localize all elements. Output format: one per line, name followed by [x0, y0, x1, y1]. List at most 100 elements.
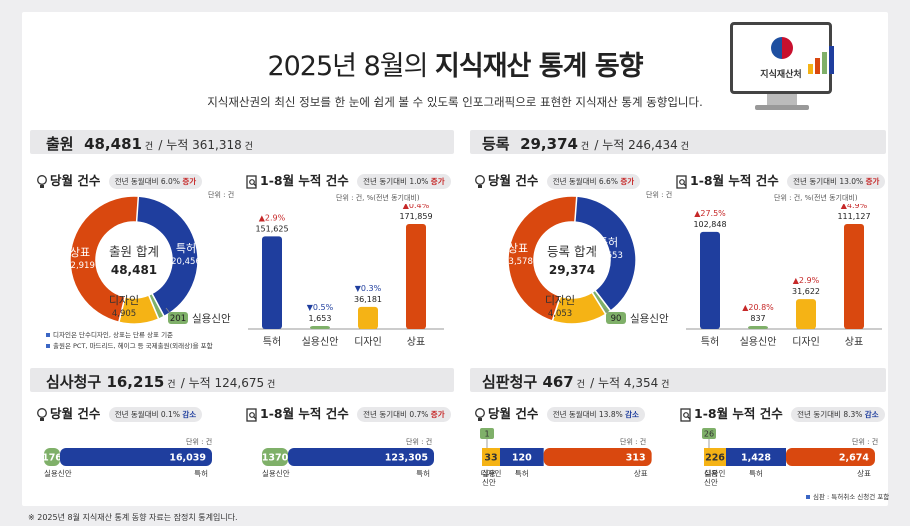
application-note-1: 디자인은 단수디자인, 상표는 단류 상표 기준: [46, 329, 173, 339]
segment-category-실용신안: 실용: [704, 468, 718, 478]
segment-category-실용신안: 실용신안: [262, 468, 290, 478]
trial-header-bar: [470, 368, 886, 392]
registration-monthly-change: 전년 동월대비 6.6% 증가: [546, 174, 641, 189]
utility-label: 실용신안: [630, 313, 669, 325]
bar-value-디자인: 31,622: [792, 287, 820, 296]
unit-note-pct: 단위 : 건, %(전년 동기대비): [774, 194, 858, 202]
bar-category-특허: 특허: [701, 336, 719, 348]
segment-value-실용신안: 176: [42, 453, 62, 464]
examination-cum-title: 1-8월 누적 건수 전년 동기대비 0.7% 증가: [246, 403, 451, 422]
bar-상표: [406, 224, 426, 329]
application-donut-chart: 출원 합계 48,481 특허 20,456 상표 22,919 디자인 4,905 201 실용…: [65, 195, 231, 325]
segment-category-실용신안: 실용신안: [44, 468, 72, 478]
utility-value-badge: [168, 312, 188, 324]
donut-category-상표: 상표: [508, 242, 528, 255]
trial-monthly-bar: 1 실용신안 33 디자인 120 특허 313 상표: [480, 428, 652, 487]
application-monthly-title: 당월 건수 전년 동월대비 6.0% 증가: [36, 170, 203, 189]
examination-header: 심사청구 16,215 건 / 누적 124,675 건: [46, 373, 276, 391]
application-header: 출원 48,481 건 / 누적 361,318 건: [46, 135, 253, 153]
search-document-icon: [246, 174, 258, 189]
segment-value-특허: 1,428: [741, 453, 771, 464]
trial-monthly-change: 전년 동월대비 13.8% 감소: [546, 407, 645, 422]
segment-value-특허: 16,039: [169, 453, 206, 464]
segment-category-실용신안: 실용: [482, 468, 496, 478]
application-cum-title: 1-8월 누적 건수 전년 동기대비 1.0% 증가: [246, 170, 451, 189]
registration-cum-change: 전년 동기대비 13.0% 증가: [787, 174, 886, 189]
application-note-2: 출원은 PCT, 마드리드, 헤이그 등 국제출원(외래상)을 포함: [46, 340, 213, 350]
bar-category-실용신안: 실용신안: [740, 336, 777, 348]
bar-change-디자인: ▲2.9%: [793, 276, 820, 285]
bar-value-실용신안: 1,653: [309, 314, 332, 323]
registration-header-bar: [470, 130, 886, 154]
bar-특허: [700, 231, 720, 329]
unit-note: 단위 : 건: [186, 438, 213, 446]
bar-value-특허: 102,848: [693, 220, 726, 229]
segment-value-특허: 123,305: [385, 453, 428, 464]
bar-실용신안: [748, 326, 768, 329]
page-title: 2025년 8월의 지식재산 통계 동향: [267, 51, 643, 82]
bar-change-특허: ▲27.5%: [694, 209, 726, 218]
segment-category-실용신안-2: 신안: [704, 477, 718, 487]
donut-value-디자인: 4,905: [112, 309, 136, 319]
examination-monthly-title: 당월 건수 전년 동월대비 0.1% 감소: [36, 403, 203, 422]
bar-change-실용신안: ▼0.5%: [307, 303, 334, 312]
segment-category-상표: 상표: [857, 468, 871, 478]
segment-디자인: [704, 448, 726, 466]
segment-value-상표: 313: [626, 453, 646, 464]
examination-header-bar: [30, 368, 454, 392]
segment-실용신안: [480, 428, 494, 439]
examination-monthly-bar: 176 실용신안 16,039 특허: [42, 448, 212, 478]
search-document-icon: [676, 174, 688, 189]
segment-value-실용신안: 1: [484, 430, 489, 439]
segment-상표: [543, 448, 652, 466]
utility-label: 실용신안: [192, 313, 231, 325]
bar-특허: [262, 236, 282, 329]
donut-category-상표: 상표: [70, 246, 90, 259]
donut-center-value: 29,374: [549, 263, 595, 277]
registration-monthly-title: 당월 건수 전년 동월대비 6.6% 증가: [474, 170, 641, 189]
segment-실용신안: [262, 448, 288, 466]
segment-실용신안: [44, 448, 60, 466]
lightbulb-icon: [474, 174, 486, 189]
footer-note: ※ 2025년 8월 지식재산 통계 동향 자료는 잠정치 통계입니다.: [28, 513, 238, 522]
segment-value-디자인: 33: [484, 453, 497, 464]
segment-category-특허: 특허: [416, 469, 430, 478]
bar-value-실용신안: 837: [750, 314, 765, 323]
segment-category-특허: 특허: [515, 469, 529, 478]
registration-donut-chart: 등록 합계 29,374 특허 11,653 상표 13,578 디자인 4,053 90 실용신…: [503, 195, 669, 325]
bar-category-특허: 특허: [263, 336, 281, 348]
unit-note: 단위 : 건: [646, 191, 673, 199]
registration-cum-title: 1-8월 누적 건수 전년 동기대비 13.0% 증가: [676, 170, 886, 189]
trial-monthly-title: 당월 건수 전년 동월대비 13.8% 감소: [474, 403, 645, 422]
government-logo: [771, 37, 793, 59]
bar-category-디자인: 디자인: [354, 336, 382, 348]
segment-category-디자인: 디자인: [481, 468, 502, 478]
donut-value-특허: 11,653: [593, 251, 623, 261]
lightbulb-icon: [474, 407, 486, 422]
bar-change-상표: ▲4.9%: [841, 204, 868, 210]
page-subtitle: 지식재산권의 최신 정보를 한 눈에 쉽게 볼 수 있도록 인포그래픽으로 표현…: [207, 95, 703, 109]
donut-slice-상표: [507, 195, 578, 322]
trial-note: 심판 : 특허취소 신청건 포함: [806, 491, 889, 501]
segment-category-디자인: 디자인: [705, 468, 726, 478]
bar-디자인: [796, 299, 816, 329]
segment-value-상표: 2,674: [839, 453, 869, 464]
segment-디자인: [482, 448, 500, 466]
segment-실용신안: [702, 428, 716, 439]
trial-cum-change: 전년 동기대비 8.3% 감소: [791, 407, 885, 422]
donut-center-value: 48,481: [111, 263, 157, 277]
trial-cum-title: 1-8월 누적 건수 전년 동기대비 8.3% 감소: [680, 403, 885, 422]
bar-디자인: [358, 306, 378, 329]
donut-category-특허: 특허: [598, 236, 618, 249]
donut-category-특허: 특허: [176, 242, 196, 255]
examination-monthly-change: 전년 동월대비 0.1% 감소: [108, 407, 203, 422]
examination-cum-change: 전년 동기대비 0.7% 증가: [357, 407, 451, 422]
unit-note: 단위 : 건: [620, 438, 647, 446]
segment-특허: [500, 448, 544, 466]
segment-category-특허: 특허: [749, 469, 763, 478]
segment-value-실용신안: 26: [704, 430, 714, 439]
lightbulb-icon: [36, 407, 48, 422]
bar-상표: [844, 224, 864, 329]
application-header-bar: [30, 130, 454, 154]
examination-cum-bar: 1370 실용신안 123,305 특허: [262, 448, 434, 478]
